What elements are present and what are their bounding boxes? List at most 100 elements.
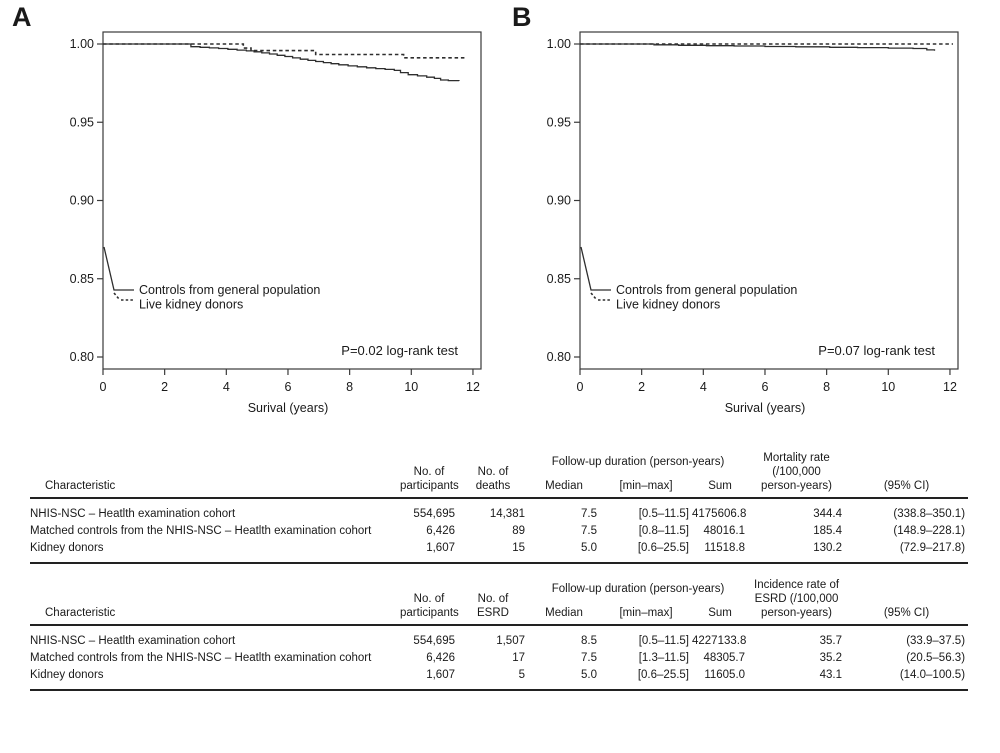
header-rate: Incidence rate of ESRD (/100,000 person-ye… [754, 579, 840, 619]
cell: 554,695 [413, 635, 455, 647]
cell: 1,507 [496, 635, 525, 647]
cell: [0.5–11.5] [638, 508, 689, 520]
cell: 15 [512, 542, 525, 554]
table-row: Matched controls from the NHIS-NSC – Hea… [30, 523, 968, 540]
table-row: NHIS-NSC – Heatlth examination cohort 554… [30, 498, 968, 523]
p-value-annotation: P=0.02 log-rank test [341, 343, 458, 358]
cell: 130.2 [813, 542, 843, 554]
cell: 1,607 [426, 669, 455, 681]
cell: 554,695 [413, 508, 455, 520]
header-followup-group: Follow-up duration (person-years) [551, 456, 725, 468]
cell: 6,426 [426, 652, 455, 664]
cell: 35.2 [819, 652, 843, 664]
legend-key-solid [580, 246, 611, 291]
row-label: Kidney donors [30, 542, 104, 554]
x-tick-label: 8 [346, 380, 353, 394]
km-plot-mortality: 1.00 0.95 0.90 0.85 0.80 0 2 4 6 8 10 12 Surival (ye… [70, 31, 482, 415]
y-tick-label: 0.85 [70, 272, 94, 286]
y-tick-label: 0.85 [547, 272, 571, 286]
row-label: NHIS-NSC – Heatlth examination cohort [30, 508, 236, 520]
cell: (72.9–217.8) [899, 542, 966, 554]
cell: 185.4 [813, 525, 843, 537]
header-characteristic: Characteristic [45, 607, 116, 619]
x-axis-label: Surival (years) [248, 401, 329, 415]
x-tick-label: 2 [638, 380, 645, 394]
cell: 17 [512, 652, 525, 664]
legend-key-solid [103, 246, 134, 291]
cell: 14,381 [489, 508, 525, 520]
cell: 5.0 [581, 669, 597, 681]
header-median: Median [545, 480, 583, 492]
header-sum: Sum [708, 480, 732, 492]
row-label: Matched controls from the NHIS-NSC – Hea… [30, 525, 372, 537]
y-tick-label: 1.00 [547, 37, 571, 51]
cell: 11518.8 [704, 542, 746, 554]
header-participants: No. of participants [400, 593, 459, 619]
x-tick-label: 10 [404, 380, 418, 394]
panel-a-label: A [12, 2, 31, 32]
header-median: Median [545, 607, 583, 619]
cell: [0.6–25.5] [637, 669, 689, 681]
cell: [0.8–11.5] [638, 525, 689, 537]
table-row: Matched controls from the NHIS-NSC – Hea… [30, 650, 968, 667]
cell: (148.9–228.1) [893, 525, 966, 537]
y-tick-label: 0.80 [70, 350, 94, 364]
cell: 35.7 [819, 635, 843, 647]
cell: (338.8–350.1) [893, 508, 966, 520]
row-label: Matched controls from the NHIS-NSC – Hea… [30, 652, 372, 664]
x-tick-label: 0 [577, 380, 584, 394]
esrd-table: Characteristic No. of participants No. of ES… [30, 572, 969, 691]
row-label: Kidney donors [30, 669, 104, 681]
x-axis-label: Surival (years) [725, 401, 806, 415]
y-tick-label: 1.00 [70, 37, 94, 51]
legend-key-dashed [113, 292, 134, 301]
cell: [1.3–11.5] [638, 652, 689, 664]
cell: 7.5 [581, 525, 597, 537]
figure-page: A 1.00 0.95 0.90 0.85 0.80 0 2 4 6 8 10 12 Surival (… [0, 0, 1000, 691]
legend-label-controls: Controls from general population [616, 283, 797, 297]
y-tick-label: 0.95 [70, 115, 94, 129]
y-tick-label: 0.95 [547, 115, 571, 129]
x-tick-label: 12 [466, 380, 480, 394]
table-row: NHIS-NSC – Heatlth examination cohort 554… [30, 625, 968, 650]
series-controls [580, 43, 936, 51]
cell: [0.5–11.5] [638, 635, 689, 647]
cell: 6,426 [426, 525, 455, 537]
header-followup-group: Follow-up duration (person-years) [551, 583, 725, 595]
header-participants: No. of participants [400, 466, 459, 492]
cell: (20.5–56.3) [906, 652, 966, 664]
p-value-annotation: P=0.07 log-rank test [818, 343, 935, 358]
header-ci: (95% CI) [883, 480, 930, 492]
panel-b: B 1.00 0.95 0.90 0.85 0.80 0 2 4 6 8 10 12 Surival (… [500, 0, 1000, 425]
x-tick-label: 10 [881, 380, 895, 394]
header-events: No. of ESRD [477, 593, 509, 619]
cell: 4227133.8 [692, 635, 747, 647]
cell: 48305.7 [703, 652, 746, 664]
cell: 344.4 [813, 508, 843, 520]
panel-a: A 1.00 0.95 0.90 0.85 0.80 0 2 4 6 8 10 12 Surival (… [0, 0, 500, 425]
x-tick-label: 6 [285, 380, 292, 394]
cell: (33.9–37.5) [906, 635, 966, 647]
cell: 5 [518, 669, 525, 681]
header-characteristic: Characteristic [45, 480, 116, 492]
cell: 89 [512, 525, 525, 537]
x-tick-label: 12 [943, 380, 957, 394]
cell: [0.6–25.5] [637, 542, 689, 554]
x-tick-label: 2 [161, 380, 168, 394]
cell: 4175606.8 [692, 508, 747, 520]
y-tick-label: 0.80 [547, 350, 571, 364]
legend-label-controls: Controls from general population [139, 283, 320, 297]
table-row: Kidney donors 1,607 15 5.0 [0.6–25.5] 11518.8… [30, 540, 968, 563]
x-tick-label: 0 [100, 380, 107, 394]
x-tick-label: 4 [700, 380, 707, 394]
row-label: NHIS-NSC – Heatlth examination cohort [30, 635, 236, 647]
cell: (14.0–100.5) [899, 669, 966, 681]
y-tick-label: 0.90 [547, 194, 571, 208]
y-tick-label: 0.90 [70, 194, 94, 208]
header-ci: (95% CI) [883, 607, 930, 619]
x-tick-label: 6 [762, 380, 769, 394]
cell: 43.1 [819, 669, 843, 681]
summary-tables: Characteristic No. of participants No. of de… [0, 445, 1000, 691]
legend-label-donors: Live kidney donors [616, 298, 720, 312]
legend-label-donors: Live kidney donors [139, 298, 243, 312]
